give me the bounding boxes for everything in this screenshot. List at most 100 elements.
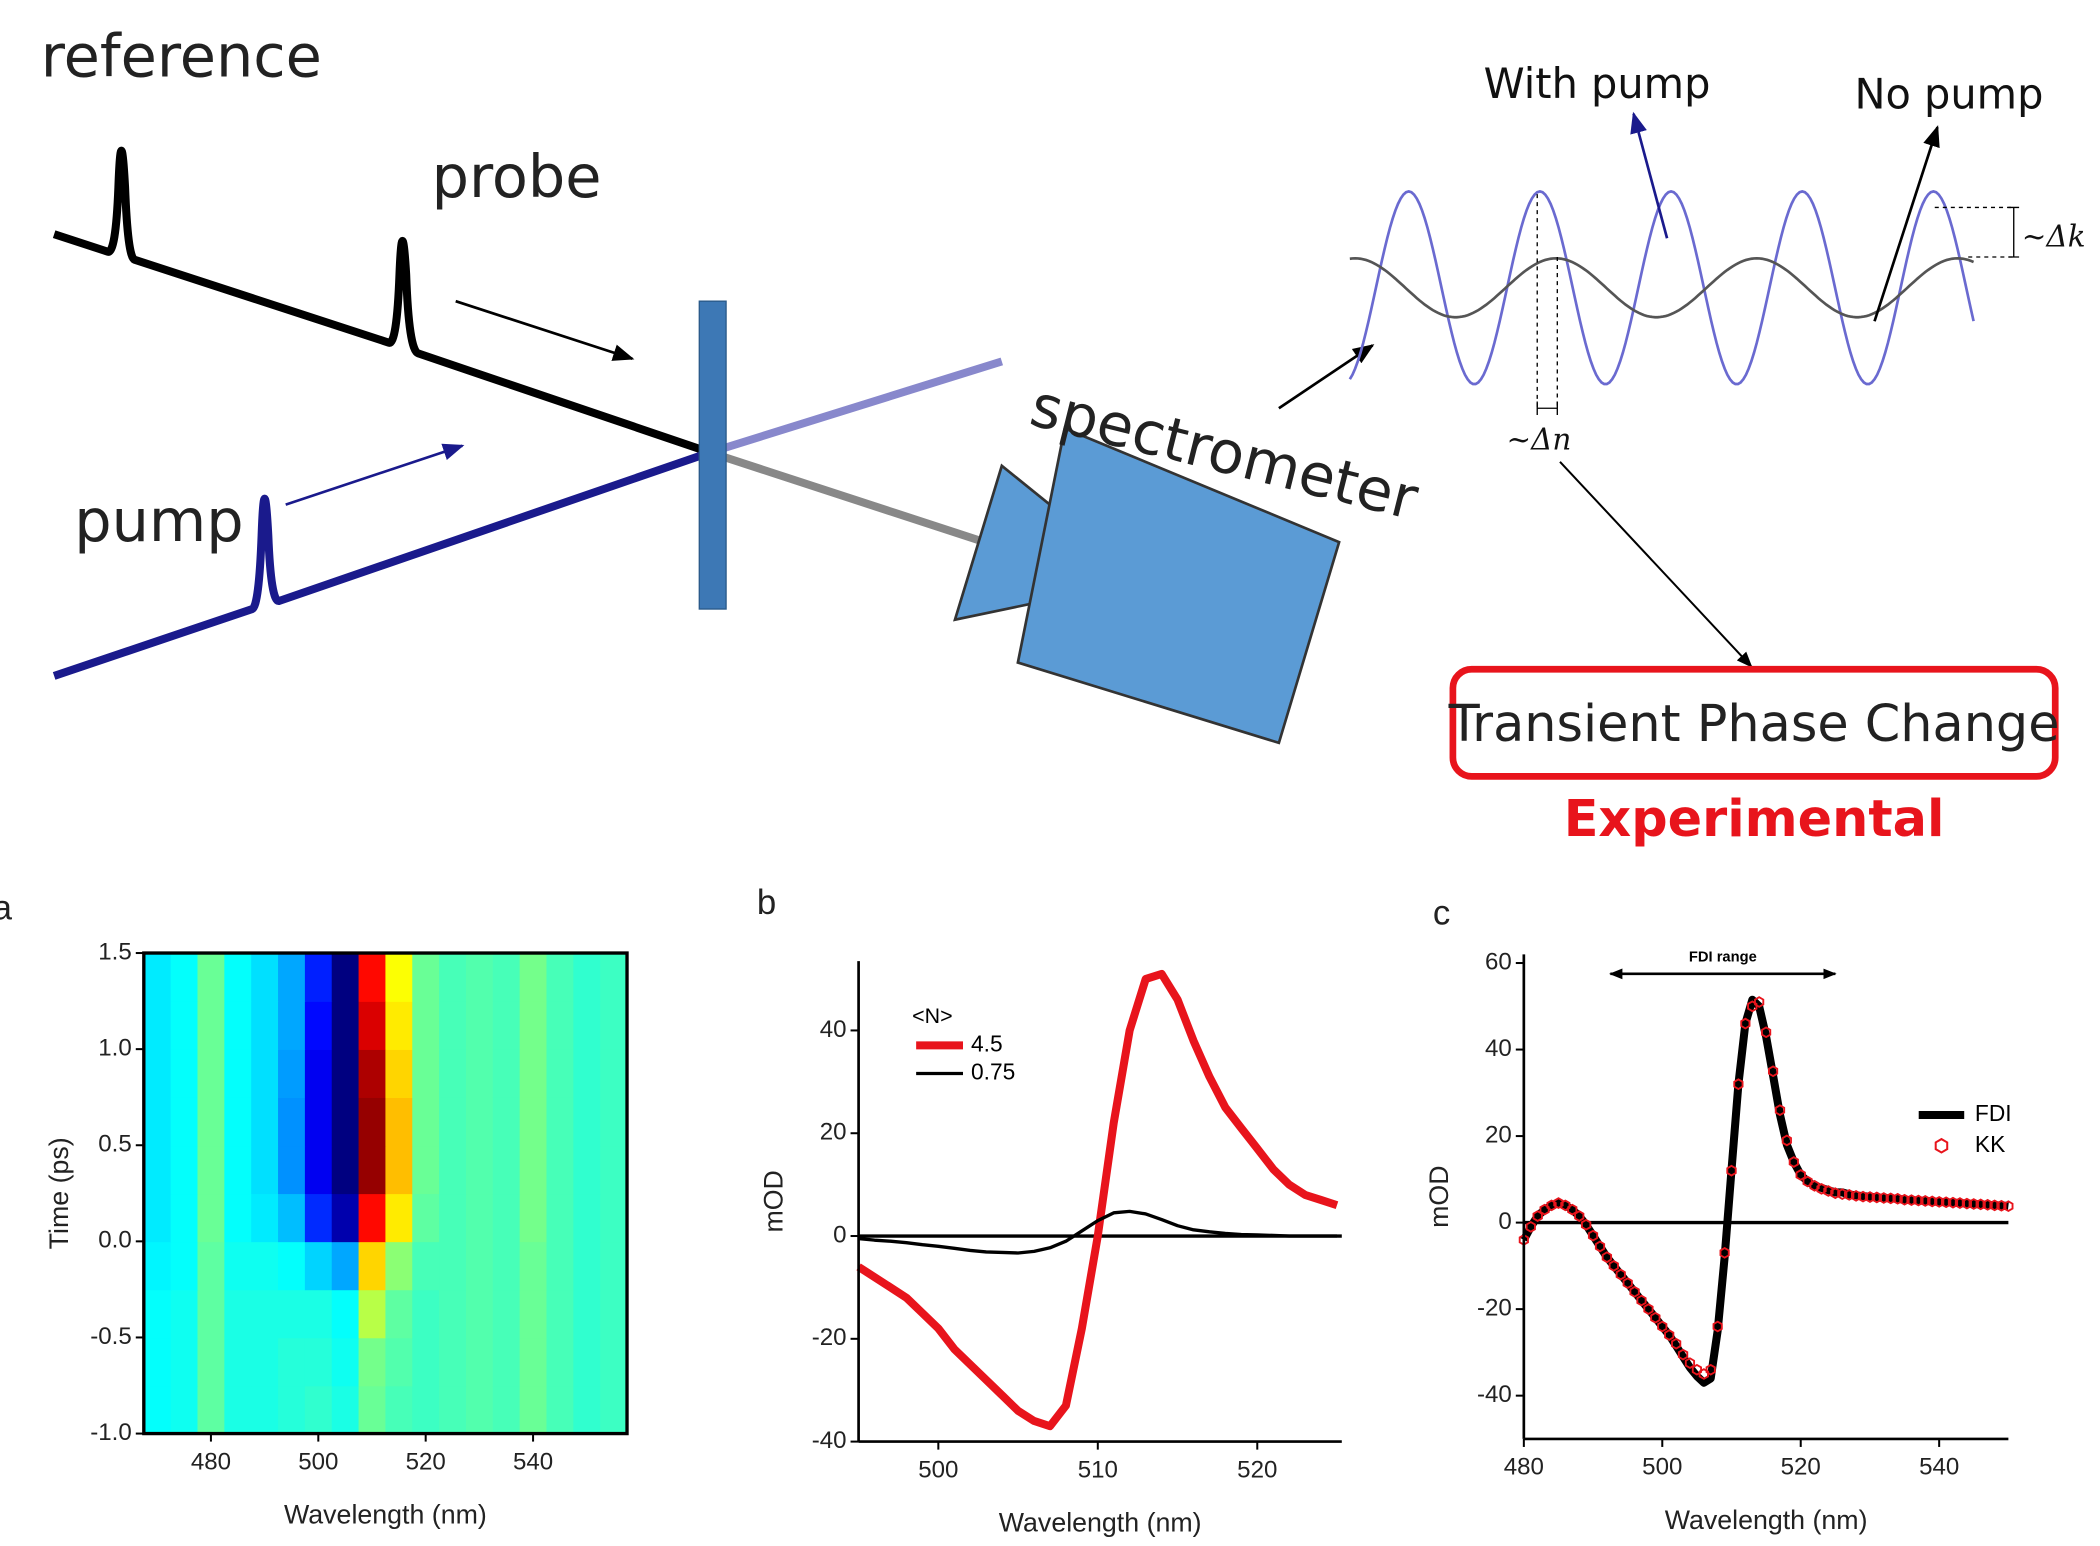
heatmap-cell: [144, 1193, 172, 1242]
heatmap-cell: [359, 1097, 387, 1146]
heatmap-cell: [171, 1001, 199, 1050]
y-tick-label: -40: [1477, 1381, 1512, 1408]
label: pump: [74, 486, 243, 555]
sample: [699, 301, 726, 609]
heatmap-cell: [412, 953, 440, 1002]
heatmap-cell: [546, 953, 574, 1002]
heatmap-cell: [305, 1097, 333, 1146]
heatmap-cell: [198, 953, 226, 1002]
heatmap-cell: [332, 1097, 360, 1146]
heatmap-cell: [439, 1145, 467, 1194]
heatmap-cell: [198, 1001, 226, 1050]
label: With pump: [1484, 59, 1711, 108]
heatmap-cell: [600, 1145, 628, 1194]
heatmap-cell: [439, 1337, 467, 1386]
heatmap-cell: [466, 1001, 494, 1050]
arrow: [286, 446, 463, 505]
heatmap-cell: [466, 1193, 494, 1242]
heatmap-cell: [385, 1097, 413, 1146]
legend-title: <N>: [912, 1004, 952, 1028]
heatmap-cell: [520, 1049, 548, 1098]
heatmap-cell: [332, 1241, 360, 1290]
heatmap-cell: [546, 1049, 574, 1098]
heatmap-cell: [600, 1049, 628, 1098]
heatmap-cell: [600, 1386, 628, 1435]
x-tick-label: 540: [513, 1448, 553, 1475]
y-tick-label: 60: [1485, 948, 1512, 975]
heatmap-cell: [305, 1241, 333, 1290]
x-tick-label: 500: [918, 1456, 958, 1483]
heatmap-cell: [493, 1289, 521, 1338]
heatmap-cell: [573, 953, 601, 1002]
heatmap-cell: [305, 953, 333, 1002]
heatmap-cell: [359, 1337, 387, 1386]
heatmap-cell: [600, 1289, 628, 1338]
label: No pump: [1854, 70, 2043, 119]
heatmap-cell: [251, 1337, 279, 1386]
heatmap-cell: [305, 1289, 333, 1338]
heatmap-cell: [439, 1241, 467, 1290]
heatmap-cell: [251, 1049, 279, 1098]
heatmap-cell: [385, 1289, 413, 1338]
heatmap-cell: [305, 1193, 333, 1242]
heatmap-cell: [520, 1097, 548, 1146]
heatmap-cell: [278, 1241, 306, 1290]
annotation: FDI range: [1689, 950, 1757, 966]
heatmap-cell: [332, 1337, 360, 1386]
heatmap-cell: [332, 1193, 360, 1242]
heatmap-cell: [359, 1145, 387, 1194]
heatmap-cell: [278, 1049, 306, 1098]
heatmap-cell: [171, 1289, 199, 1338]
heatmap-cell: [466, 1049, 494, 1098]
heatmap-cell: [251, 1241, 279, 1290]
heatmap-cell: [493, 1193, 521, 1242]
heatmap-cell: [439, 1386, 467, 1435]
y-axis-label: mOD: [1424, 1165, 1454, 1227]
y-tick-label: 0: [1498, 1208, 1511, 1235]
heatmap-cell: [546, 1289, 574, 1338]
heatmap-cell: [224, 1193, 252, 1242]
heatmap-cell: [198, 1145, 226, 1194]
y-tick-label: 40: [820, 1016, 847, 1043]
heatmap-cell: [251, 1145, 279, 1194]
x-tick-label: 500: [1642, 1454, 1682, 1481]
heatmap-cell: [305, 1386, 333, 1435]
heatmap-cell: [573, 1001, 601, 1050]
heatmap-cell: [412, 1049, 440, 1098]
heatmap-cell: [278, 1289, 306, 1338]
arrow: [1634, 114, 1667, 238]
heatmap-cell: [385, 1049, 413, 1098]
heatmap-cell: [385, 1337, 413, 1386]
heatmap-cell: [305, 1001, 333, 1050]
heatmap-cell: [359, 1001, 387, 1050]
heatmap-cell: [493, 1001, 521, 1050]
heatmap-cell: [278, 1193, 306, 1242]
x-tick-label: 540: [1919, 1454, 1959, 1481]
heatmap-cell: [412, 1097, 440, 1146]
heatmap-cell: [493, 1049, 521, 1098]
heatmap-cell: [600, 1193, 628, 1242]
heatmap-cell: [198, 1193, 226, 1242]
heatmap-cell: [171, 1049, 199, 1098]
heatmap-cell: [251, 1289, 279, 1338]
heatmap-cell: [546, 1386, 574, 1435]
heatmap-cell: [198, 1049, 226, 1098]
heatmap-cell: [278, 1001, 306, 1050]
heatmap-cell: [251, 953, 279, 1002]
heatmap-cell: [171, 953, 199, 1002]
pump-out-beam: [710, 361, 1002, 452]
heatmap-cell: [144, 1337, 172, 1386]
heatmap-cell: [385, 1386, 413, 1435]
x-tick-label: 480: [191, 1448, 231, 1475]
page: {"diagram": {"reference": "reference", "…: [0, 0, 2100, 1546]
probe-out-beam: [710, 452, 984, 542]
label: Experimental: [1564, 789, 1945, 848]
heatmap-cell: [466, 953, 494, 1002]
heatmap-cell: [359, 1049, 387, 1098]
heatmap-cell: [573, 1145, 601, 1194]
heatmap-cell: [332, 953, 360, 1002]
heatmap-cell: [305, 1337, 333, 1386]
heatmap-cell: [600, 1001, 628, 1050]
heatmap-cell: [466, 1241, 494, 1290]
